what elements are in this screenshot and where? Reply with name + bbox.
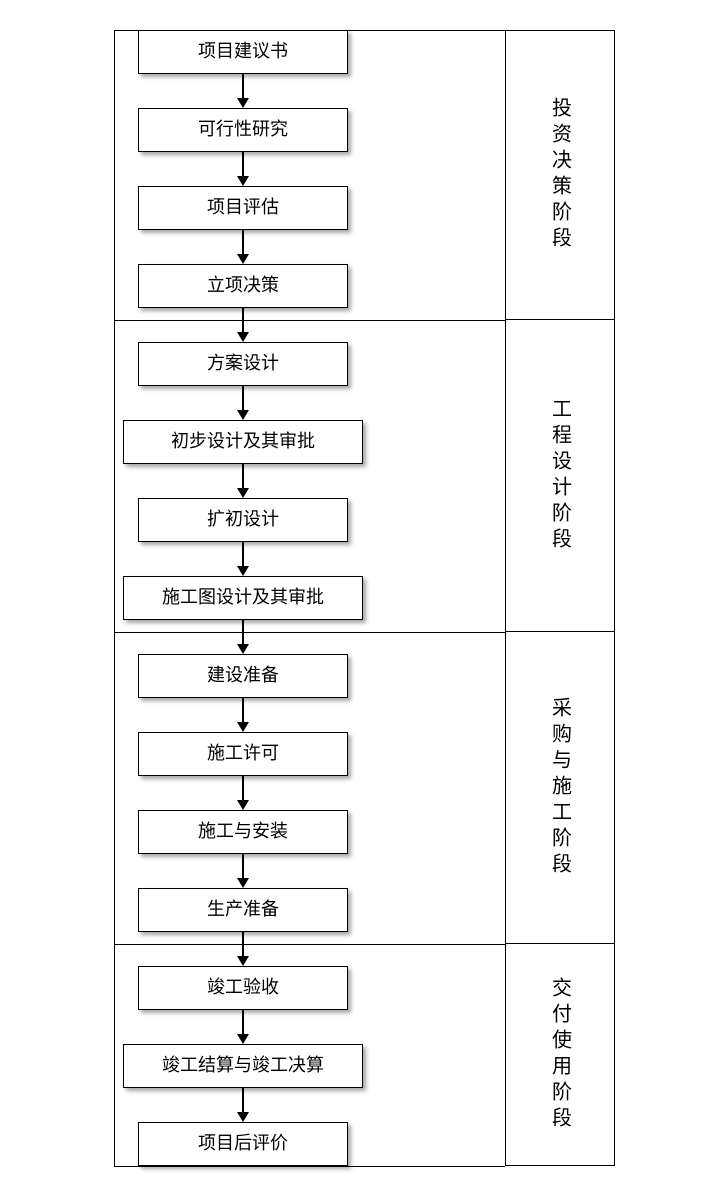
flow-node-label: 施工图设计及其审批 (162, 587, 324, 609)
flow-node-label: 竣工结算与竣工决算 (162, 1055, 324, 1077)
arrow-head-icon (237, 332, 249, 342)
arrow-head-icon (237, 98, 249, 108)
arrow-head-icon (237, 800, 249, 810)
phase-cell: 采购与施工阶段 (505, 632, 615, 944)
flow-node-n13: 竣工验收 (138, 966, 348, 1010)
arrow-head-icon (237, 488, 249, 498)
flow-node-label: 施工许可 (207, 743, 279, 765)
arrow-line (242, 152, 244, 176)
phase-label: 投资决策阶段 (546, 97, 575, 253)
flow-node-label: 立项决策 (207, 275, 279, 297)
arrow-line (242, 1088, 244, 1112)
arrow-head-icon (237, 566, 249, 576)
flow-node-label: 项目后评价 (198, 1133, 288, 1155)
flow-node-n10: 施工许可 (138, 732, 348, 776)
flowchart-diagram: 项目建议书可行性研究项目评估立项决策方案设计初步设计及其审批扩初设计施工图设计及… (0, 0, 720, 1197)
flow-node-n4: 立项决策 (138, 264, 348, 308)
arrow-head-icon (237, 410, 249, 420)
flow-node-n9: 建设准备 (138, 654, 348, 698)
arrow-line (242, 698, 244, 722)
arrow-head-icon (237, 254, 249, 264)
flow-node-label: 项目评估 (207, 197, 279, 219)
flow-node-label: 生产准备 (207, 899, 279, 921)
arrow-head-icon (237, 644, 249, 654)
flow-node-n1: 项目建议书 (138, 30, 348, 74)
flow-node-label: 方案设计 (207, 353, 279, 375)
flow-node-label: 可行性研究 (198, 119, 288, 141)
flow-node-n8: 施工图设计及其审批 (123, 576, 363, 620)
phase-divider-line (114, 632, 505, 633)
arrow-line (242, 1010, 244, 1034)
phase-divider-line (114, 30, 505, 31)
arrow-head-icon (237, 1112, 249, 1122)
phase-divider-line (114, 944, 505, 945)
flow-node-label: 扩初设计 (207, 509, 279, 531)
flow-node-label: 建设准备 (207, 665, 279, 687)
phase-divider-line (114, 320, 505, 321)
flow-node-n3: 项目评估 (138, 186, 348, 230)
phase-cell: 交付使用阶段 (505, 944, 615, 1166)
flow-node-label: 初步设计及其审批 (171, 431, 315, 453)
flow-node-n11: 施工与安装 (138, 810, 348, 854)
flow-node-n14: 竣工结算与竣工决算 (123, 1044, 363, 1088)
phase-cell: 工程设计阶段 (505, 320, 615, 632)
arrow-line (242, 776, 244, 800)
arrow-head-icon (237, 176, 249, 186)
flow-node-n5: 方案设计 (138, 342, 348, 386)
arrow-head-icon (237, 956, 249, 966)
flow-node-n15: 项目后评价 (138, 1122, 348, 1166)
phase-label: 交付使用阶段 (546, 977, 575, 1133)
flow-node-n6: 初步设计及其审批 (123, 420, 363, 464)
arrow-head-icon (237, 878, 249, 888)
flow-node-n2: 可行性研究 (138, 108, 348, 152)
arrow-line (242, 464, 244, 488)
flow-node-n7: 扩初设计 (138, 498, 348, 542)
phase-label: 采购与施工阶段 (546, 697, 575, 879)
phase-divider-line (114, 1166, 505, 1167)
arrow-line (242, 386, 244, 410)
flow-node-label: 竣工验收 (207, 977, 279, 999)
arrow-head-icon (237, 1034, 249, 1044)
arrow-line (242, 74, 244, 98)
arrow-head-icon (237, 722, 249, 732)
arrow-line (242, 542, 244, 566)
phase-cell: 投资决策阶段 (505, 30, 615, 320)
arrow-line (242, 854, 244, 878)
arrow-line (242, 230, 244, 254)
flow-node-label: 项目建议书 (198, 41, 288, 63)
phase-label: 工程设计阶段 (546, 398, 575, 554)
left-border-line (114, 30, 115, 1166)
flow-node-label: 施工与安装 (198, 821, 288, 843)
flow-node-n12: 生产准备 (138, 888, 348, 932)
